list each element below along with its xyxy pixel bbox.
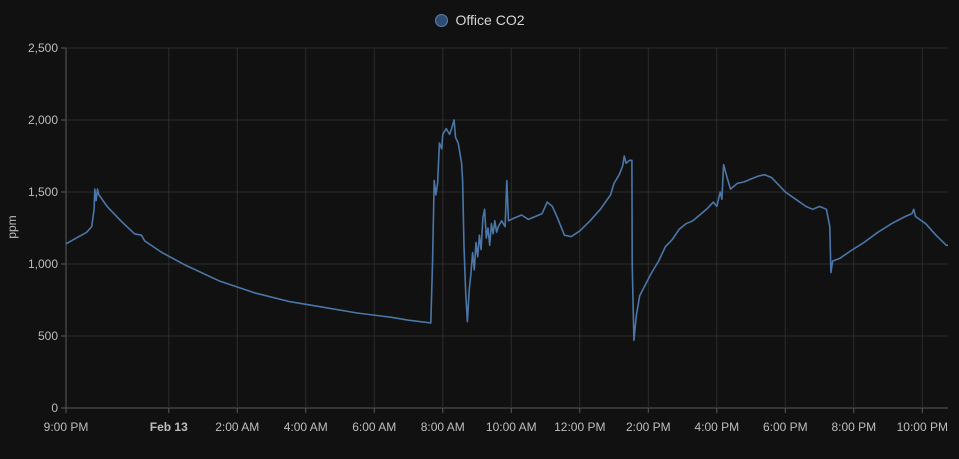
y-axis-title: ppm — [5, 215, 19, 238]
x-tick-label: 4:00 AM — [284, 420, 328, 434]
x-tick-label: 10:00 AM — [486, 420, 537, 434]
legend[interactable]: Office CO2 — [0, 12, 959, 28]
series-layer — [65, 119, 948, 342]
x-tick-label: 6:00 PM — [763, 420, 808, 434]
x-tick-label: 2:00 PM — [626, 420, 671, 434]
x-tick-label: 12:00 PM — [554, 420, 605, 434]
x-tick-label: 4:00 PM — [694, 420, 739, 434]
y-tick-label: 2,500 — [28, 41, 58, 55]
x-tick-label: 8:00 PM — [831, 420, 876, 434]
grid — [65, 47, 948, 409]
y-tick-label: 1,000 — [28, 257, 58, 271]
y-tick-label: 1,500 — [28, 185, 58, 199]
y-tick-label: 500 — [38, 329, 58, 343]
x-tick-label: 6:00 AM — [352, 420, 396, 434]
x-tick-label: 2:00 AM — [215, 420, 259, 434]
legend-label: Office CO2 — [455, 12, 525, 28]
axes: 0 500 1,000 1,500 2,000 2,500 9:00 PM Feb 13 2:0… — [28, 41, 948, 434]
y-tick-label: 2,000 — [28, 113, 58, 127]
x-tick-label: 8:00 AM — [421, 420, 465, 434]
x-tick-label: 9:00 PM — [44, 420, 89, 434]
series-line-office-co2[interactable] — [65, 119, 948, 342]
legend-swatch-icon — [434, 13, 448, 27]
x-tick-label: 10:00 PM — [897, 420, 948, 434]
y-tick-label: 0 — [51, 401, 58, 415]
x-tick-label: Feb 13 — [150, 420, 188, 434]
